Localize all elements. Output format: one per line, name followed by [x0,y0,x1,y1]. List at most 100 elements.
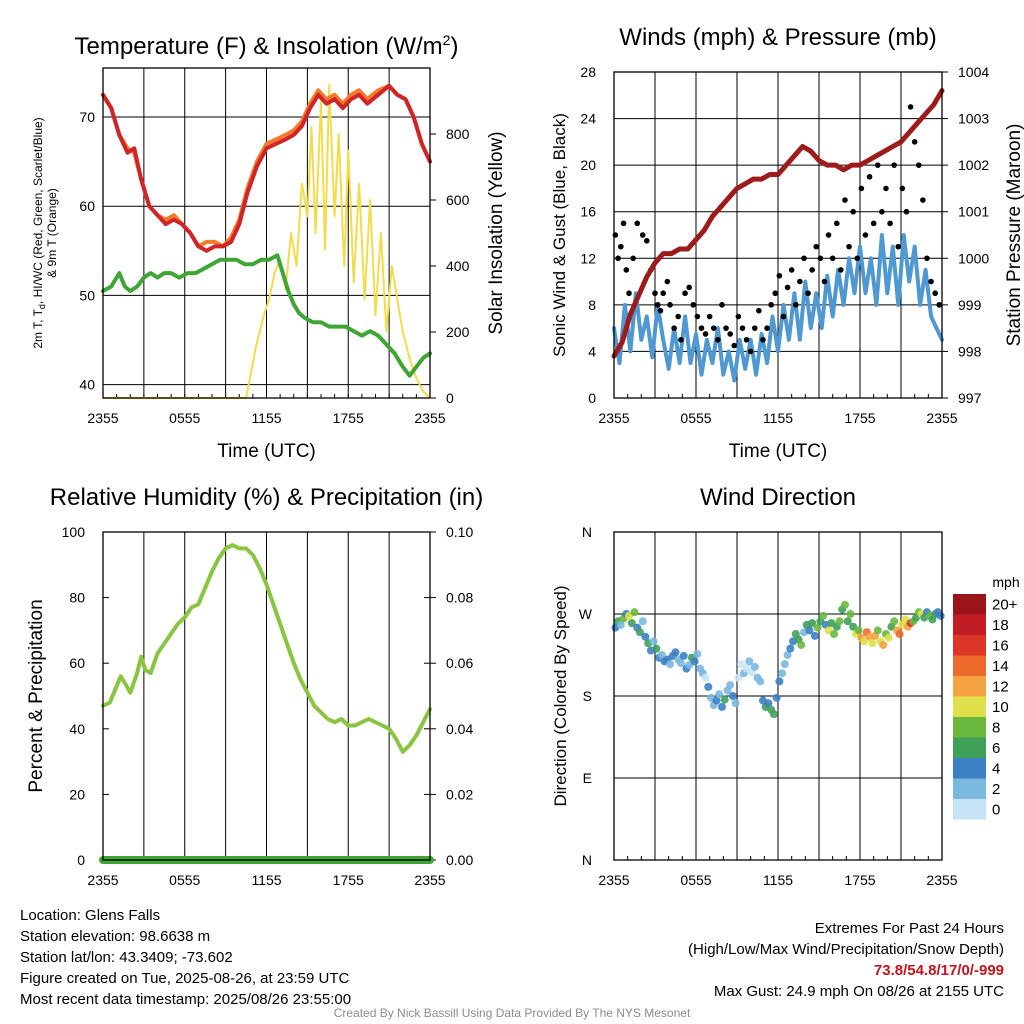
direction-point [810,631,819,640]
wind-yr-label: Station Pressure (Maroon) [1004,124,1024,347]
gust-point [657,307,664,314]
gust-point [903,208,910,215]
colorbar-label: 8 [992,719,1000,736]
rh-x-tick-label: 1155 [251,872,281,888]
gust-point [623,267,630,273]
gust-point [630,255,636,262]
rh-title: Relative Humidity (%) & Precipitation (i… [50,484,483,511]
rh-y-tick-label: 60 [69,655,85,671]
direction-point [734,673,743,682]
direction-point [728,692,737,700]
gust-point [715,336,721,343]
direction-point [652,644,661,653]
direction-point [715,690,724,699]
wind-x-tick-label: 1155 [763,410,793,426]
direction-point [884,633,893,642]
dir-x-tick-label: 2355 [926,872,957,888]
direction-point [745,657,754,666]
gust-point [936,302,943,308]
temp-y-label-sub: d [37,304,47,309]
colorbar-label: 20+ [992,596,1018,613]
gust-point [858,185,865,192]
rh-x-tick-label: 2355 [414,872,445,888]
dir-y-tick-label: E [583,770,592,786]
colorbar-swatch [953,737,986,758]
gust-point [932,290,938,297]
gust-point [747,348,754,355]
gust-point [792,302,799,308]
gust-point [618,243,624,250]
gust-point [780,313,787,320]
extremes-values: 73.8/54.8/17/0/-999 [873,962,1004,979]
rh-y-tick-label: 100 [62,524,86,540]
pressure-line [611,88,945,359]
colorbar-label: 12 [992,678,1009,695]
wind-y-tick-label: 16 [580,204,596,220]
colorbar-label: 2 [992,781,1000,798]
direction-point [764,699,773,708]
latlon-text: Station lat/lon: 43.3409; -73.602 [20,949,233,966]
dir-x-tick-label: 0555 [680,872,711,888]
wind-x-tick-label: 0555 [680,410,711,426]
colorbar-swatch [953,696,986,717]
gust-point [899,185,906,192]
gust-point [743,336,750,343]
direction-point [808,619,817,628]
direction-point [649,637,658,646]
gust-point [667,302,673,308]
direction-point [879,640,888,649]
gust-point [838,267,844,273]
direction-point [783,651,792,659]
temp-y-tick-label: 60 [79,198,95,214]
colorbar-unit: mph [992,574,1019,590]
gust-point [911,139,918,145]
dir-y-tick-label: N [582,524,592,540]
gust-point [866,173,873,180]
wind-yr-tick-label: 1002 [958,157,989,173]
gust-point [915,162,922,168]
colorbar-swatch [953,758,986,779]
gust-point [652,290,658,297]
direction-point [805,626,814,635]
wind-x-label: Time (UTC) [729,441,828,462]
colorbar-label: 18 [992,617,1009,634]
direction-point [666,660,675,669]
gust-point [760,336,766,343]
wind-plot-border [613,71,943,399]
gust-point [620,220,627,227]
gust-point [879,208,885,215]
direction-point [843,617,852,626]
direction-point [846,610,855,618]
rh-y-tick-label: 20 [69,786,85,802]
temp-y-label-line1: 2m T, Td, HI/WC (Red, Green, Scarlet/Blu… [31,117,47,348]
wind-y-tick-label: 12 [580,250,596,266]
station-info: Location: Glens Falls Station elevation:… [20,905,351,1010]
colorbar-swatch [953,717,986,738]
gust-point [727,331,733,337]
direction-point [868,639,877,648]
gust-point [644,238,650,244]
humidity-line [101,543,432,754]
wind-y-tick-label: 4 [588,343,596,359]
direction-point [717,702,726,711]
temp-yr-label: Solar Insolation (Yellow) [486,131,507,334]
gust-point [928,278,934,285]
direction-point [769,710,778,719]
temp-title-main: Temperature (F) & Insolation (W/m [75,33,443,60]
temp-x-tick-label: 1155 [251,410,281,426]
gust-point [660,290,666,297]
rh-yr-tick-label: 0.02 [446,786,473,802]
direction-point [712,696,721,705]
gust-point [821,278,828,285]
gust-point [788,267,795,273]
gust-point [671,325,677,331]
wind-y-tick-label: 28 [580,64,596,80]
gust-point [626,290,632,297]
temp-y-tick-label: 40 [79,377,95,393]
temp-yr-tick-label: 800 [446,126,470,142]
direction-point [641,632,650,641]
direction-point [676,659,685,668]
rh-yr-tick-label: 0.08 [446,590,473,606]
credit-text: Created By Nick Bassill Using Data Provi… [333,1006,691,1020]
